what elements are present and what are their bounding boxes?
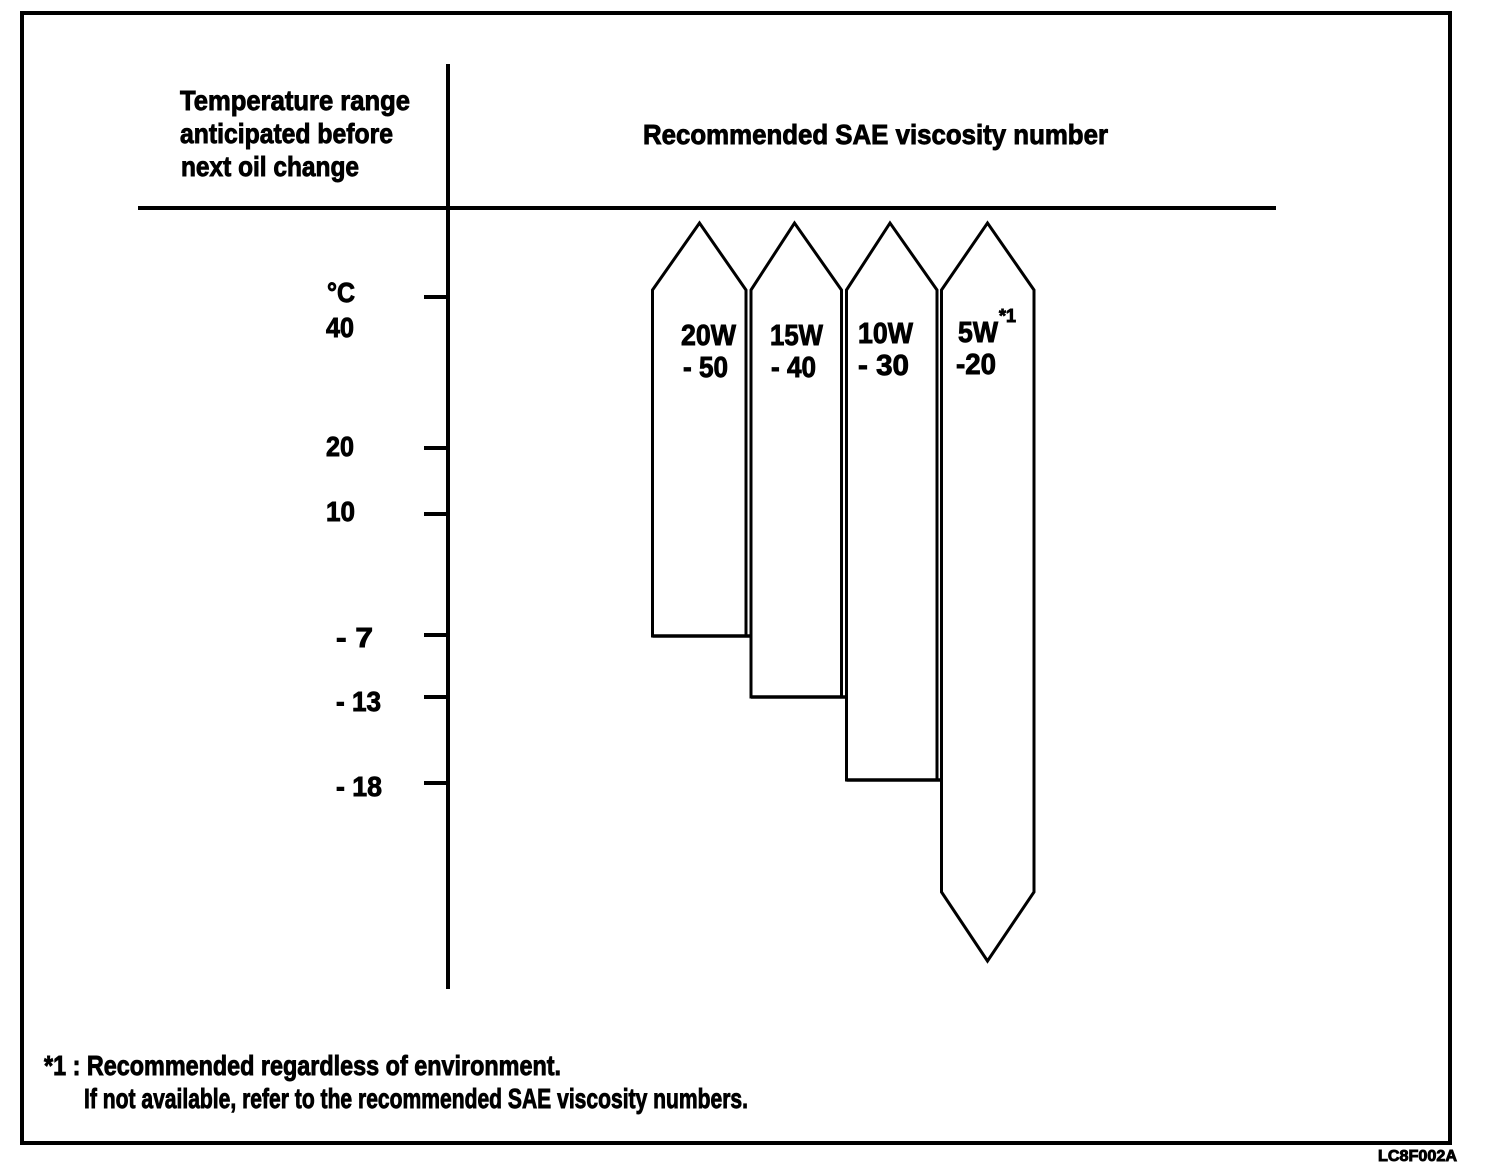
svg-text:40: 40 xyxy=(326,312,354,343)
svg-text:If not available, refer to the: If not available, refer to the recommend… xyxy=(84,1083,748,1114)
svg-text:10: 10 xyxy=(326,496,355,527)
svg-text:Recommended SAE viscosity numb: Recommended SAE viscosity number xyxy=(643,119,1108,150)
svg-text:LC8F002A: LC8F002A xyxy=(1378,1148,1457,1165)
svg-text:20W: 20W xyxy=(681,320,737,352)
svg-text:- 50: - 50 xyxy=(683,352,728,384)
svg-text:10W: 10W xyxy=(858,318,914,350)
svg-text:20: 20 xyxy=(326,431,354,462)
svg-text:*1: *1 xyxy=(999,306,1016,326)
svg-text:- 7: - 7 xyxy=(336,622,373,653)
svg-text:next oil change: next oil change xyxy=(181,151,359,182)
svg-text:- 40: - 40 xyxy=(771,352,816,384)
svg-text:- 13: - 13 xyxy=(336,686,381,717)
svg-text:Temperature range: Temperature range xyxy=(180,85,410,116)
svg-text:°C: °C xyxy=(327,277,355,308)
svg-text:5W: 5W xyxy=(958,317,999,349)
svg-text:- 30: - 30 xyxy=(858,350,909,382)
svg-text:15W: 15W xyxy=(770,320,824,352)
svg-text:*1 : Recommended regardless of: *1 : Recommended regardless of environme… xyxy=(44,1050,561,1081)
svg-text:anticipated before: anticipated before xyxy=(180,118,393,149)
svg-text:- 18: - 18 xyxy=(336,771,382,802)
svg-text:-20: -20 xyxy=(956,349,996,381)
